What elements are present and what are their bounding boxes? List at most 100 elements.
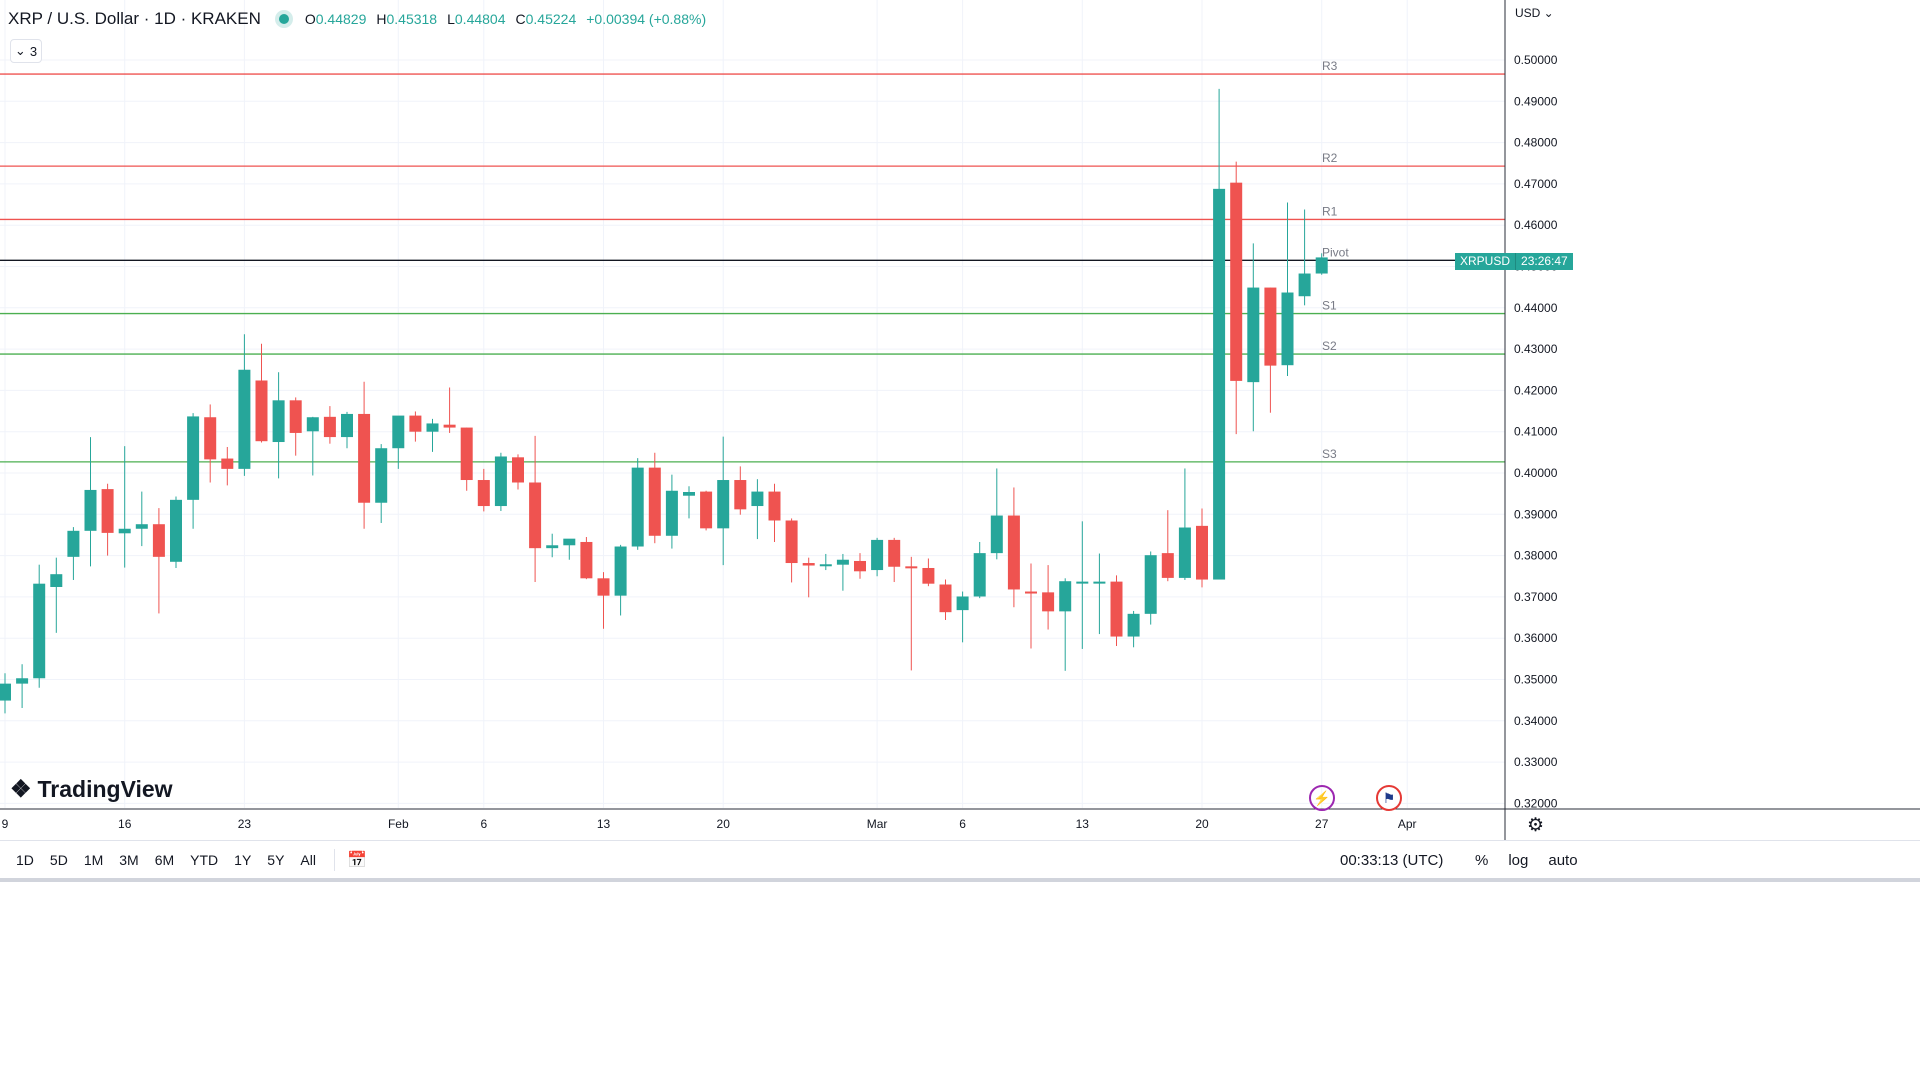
candle-body xyxy=(871,539,884,571)
candle-body xyxy=(204,417,217,460)
candle xyxy=(529,435,542,583)
candle-body xyxy=(460,427,473,481)
chart-grid xyxy=(0,0,1505,808)
currency-select[interactable]: USD ⌄ xyxy=(1515,6,1554,20)
candle-body xyxy=(67,530,80,557)
y-tick-label: 0.47000 xyxy=(1514,177,1558,191)
candle-body xyxy=(1281,292,1294,366)
candle xyxy=(1007,487,1020,608)
candle xyxy=(631,458,644,550)
candle-body xyxy=(426,423,439,432)
range-button-1d[interactable]: 1D xyxy=(16,852,34,868)
candle-body xyxy=(973,553,986,597)
candle-body xyxy=(529,482,542,549)
y-tick-label: 0.38000 xyxy=(1514,549,1558,563)
ohlc-change: +0.00394 (+0.88%) xyxy=(586,11,707,27)
candle-body xyxy=(221,458,234,469)
candle xyxy=(426,418,439,452)
range-button-5y[interactable]: 5Y xyxy=(267,852,285,868)
candle-body xyxy=(50,574,63,587)
x-tick-label: 6 xyxy=(959,817,966,831)
candle-body xyxy=(1007,515,1020,590)
x-tick-label: 13 xyxy=(597,817,611,831)
candle-body xyxy=(1213,188,1226,580)
candle-body xyxy=(631,467,644,547)
candle-body xyxy=(665,490,678,536)
range-button-1y[interactable]: 1Y xyxy=(234,852,252,868)
candle xyxy=(443,387,456,433)
candle-body xyxy=(101,489,114,533)
candle xyxy=(700,490,713,531)
tradingview-logo[interactable]: ❖ TradingView xyxy=(10,775,173,804)
logo-text: TradingView xyxy=(37,776,173,802)
ohlc-open: O0.44829 xyxy=(304,11,367,27)
candle xyxy=(871,537,884,577)
candle-body xyxy=(648,467,661,536)
chevron-down-icon: ⌄ xyxy=(1540,6,1554,20)
us-flag-icon[interactable]: ⚑ xyxy=(1376,785,1402,811)
range-button-3m[interactable]: 3M xyxy=(119,852,139,868)
candle xyxy=(152,508,165,614)
candle-body xyxy=(272,400,285,443)
candle xyxy=(170,496,182,568)
x-tick-label: 23 xyxy=(238,817,252,831)
candle xyxy=(683,486,695,519)
x-tick-label: Feb xyxy=(388,817,409,831)
x-tick-label: Mar xyxy=(867,817,888,831)
utc-clock[interactable]: 00:33:13 (UTC) xyxy=(1340,851,1444,869)
candle-body xyxy=(1127,613,1140,637)
candle xyxy=(734,466,747,515)
candle-body xyxy=(956,596,969,611)
gear-icon[interactable]: ⚙ xyxy=(1527,815,1545,836)
candle xyxy=(888,537,901,583)
y-tick-label: 0.39000 xyxy=(1514,507,1558,521)
candle-body xyxy=(477,480,490,507)
percent-scale-toggle[interactable]: % xyxy=(1475,851,1489,869)
candle-body xyxy=(922,567,935,584)
indicators-toggle-button[interactable]: ⌄ 3 xyxy=(10,39,42,63)
candle xyxy=(1076,521,1089,649)
log-scale-toggle[interactable]: log xyxy=(1508,851,1529,869)
auto-scale-toggle[interactable]: auto xyxy=(1548,851,1578,869)
lightning-icon[interactable]: ⚡ xyxy=(1309,785,1335,811)
range-button-ytd[interactable]: YTD xyxy=(190,852,219,868)
candle xyxy=(1230,161,1243,435)
range-button-1m[interactable]: 1M xyxy=(83,852,104,868)
symbol-title[interactable]: XRP / U.S. Dollar · 1D · KRAKEN xyxy=(8,9,261,28)
candle-body xyxy=(1161,553,1174,578)
candle-body xyxy=(1042,592,1055,612)
x-tick-label: 20 xyxy=(717,817,731,831)
candle-body xyxy=(1110,581,1123,637)
calendar-range-icon[interactable]: 📅 xyxy=(346,852,367,869)
candle-body xyxy=(1196,525,1208,580)
candle xyxy=(255,343,268,443)
candle-body xyxy=(0,683,11,701)
candle xyxy=(272,372,285,479)
candle-body xyxy=(1298,273,1311,297)
candle xyxy=(563,538,576,560)
x-tick-label: 9 xyxy=(2,817,9,831)
candle xyxy=(1110,575,1123,647)
range-button-6m[interactable]: 6M xyxy=(154,852,175,868)
candle xyxy=(494,452,507,511)
candle xyxy=(717,436,730,566)
range-button-all[interactable]: All xyxy=(300,852,316,868)
range-button-5d[interactable]: 5D xyxy=(49,852,68,868)
candle-body xyxy=(580,541,593,579)
candle xyxy=(1298,209,1311,306)
scale-controls: % log auto xyxy=(1465,841,1588,879)
candle xyxy=(0,673,11,714)
candle xyxy=(358,381,371,529)
candle xyxy=(922,558,935,587)
candle xyxy=(1161,510,1174,582)
candle xyxy=(135,491,148,547)
level-label-pivot: Pivot xyxy=(1322,245,1349,259)
candle-body xyxy=(939,584,952,613)
y-tick-label: 0.33000 xyxy=(1514,755,1558,769)
chart-axes: 0.500000.490000.480000.470000.460000.450… xyxy=(0,0,1920,840)
y-tick-label: 0.49000 xyxy=(1514,94,1558,108)
candle-body xyxy=(255,380,268,442)
candle-body xyxy=(734,480,747,510)
candle xyxy=(33,564,46,688)
